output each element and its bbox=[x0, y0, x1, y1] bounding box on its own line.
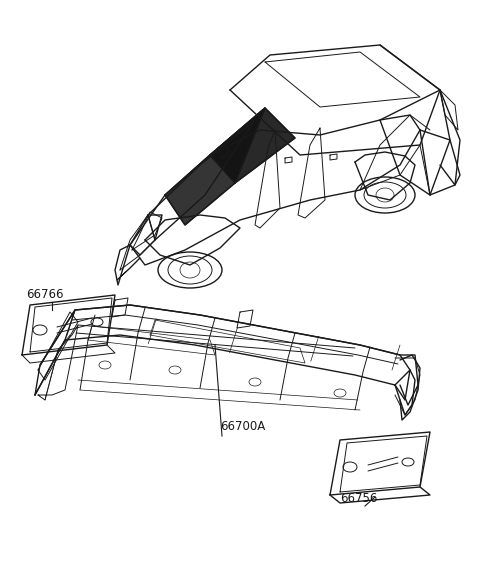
Polygon shape bbox=[165, 108, 265, 225]
Polygon shape bbox=[210, 108, 295, 183]
Text: 66700A: 66700A bbox=[220, 420, 265, 433]
Text: 66756: 66756 bbox=[340, 492, 377, 505]
Text: 66766: 66766 bbox=[26, 288, 63, 301]
